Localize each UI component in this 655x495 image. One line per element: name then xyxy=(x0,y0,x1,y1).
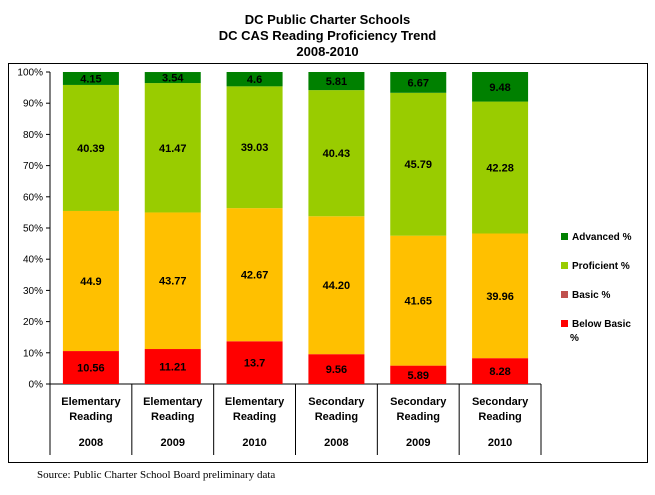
data-label: 10.56 xyxy=(77,363,105,375)
x-category-label: Reading xyxy=(151,411,194,423)
bar-segment-proficient xyxy=(144,83,201,213)
x-category-label: Elementary xyxy=(61,396,121,408)
bar-segment-proficient xyxy=(226,86,283,209)
data-label: 44.9 xyxy=(80,276,101,288)
bar-segment-proficient xyxy=(390,92,447,236)
x-category-label: Secondary xyxy=(390,396,447,408)
data-label: 8.28 xyxy=(489,366,510,378)
x-year-label: 2009 xyxy=(406,437,430,449)
data-label: 40.43 xyxy=(323,148,351,160)
data-label: 43.77 xyxy=(159,276,187,288)
data-label: 42.67 xyxy=(241,270,269,282)
bar-segment-advanced xyxy=(308,72,365,91)
chart-title-line-3: 2008-2010 xyxy=(296,44,359,59)
data-label: 42.28 xyxy=(486,163,514,175)
bar-segment-basic xyxy=(390,235,447,366)
data-label: 5.81 xyxy=(326,76,347,88)
x-year-label: 2008 xyxy=(79,437,103,449)
data-label: 6.67 xyxy=(408,77,429,89)
bar-segment-below-basic xyxy=(226,341,283,384)
legend-label: Below Basic xyxy=(572,319,631,330)
legend-label: Advanced % xyxy=(572,232,632,243)
data-label: 5.89 xyxy=(408,370,429,382)
x-year-label: 2009 xyxy=(161,437,185,449)
bar-segment-basic xyxy=(62,210,119,352)
bar-segment-below-basic xyxy=(390,365,447,384)
data-label: 11.21 xyxy=(159,362,186,374)
x-category-label: Reading xyxy=(397,411,440,423)
legend-swatch xyxy=(561,320,568,327)
legend-swatch xyxy=(561,233,568,240)
chart-title-line-2: DC CAS Reading Proficiency Trend xyxy=(218,28,437,43)
data-label: 4.15 xyxy=(80,73,101,85)
x-category-label: Secondary xyxy=(472,396,529,408)
data-label: 41.47 xyxy=(159,143,187,155)
y-tick-label: 10% xyxy=(23,348,43,359)
bar-segment-below-basic xyxy=(472,358,529,384)
legend-swatch xyxy=(561,262,568,269)
y-tick-label: 100% xyxy=(17,68,43,79)
data-label: 41.65 xyxy=(404,296,432,308)
source-note: Source: Public Charter School Board prel… xyxy=(37,469,276,481)
x-category-label: Reading xyxy=(233,411,276,423)
bar-segment-advanced xyxy=(390,72,447,93)
legend-label: Basic % xyxy=(572,290,610,301)
x-category-label: Elementary xyxy=(143,396,203,408)
bar-segment-below-basic xyxy=(144,349,201,384)
bar-segment-basic xyxy=(472,233,529,359)
bar-segment-below-basic xyxy=(308,354,365,384)
y-tick-label: 60% xyxy=(23,192,43,203)
data-label: 44.20 xyxy=(323,280,351,292)
data-label: 13.7 xyxy=(244,358,265,370)
y-tick-label: 80% xyxy=(23,130,43,141)
x-category-label: Reading xyxy=(478,411,521,423)
x-category-label: Elementary xyxy=(225,396,285,408)
chart-title-line-1: DC Public Charter Schools xyxy=(244,12,411,27)
legend-label: % xyxy=(570,333,579,344)
data-label: 3.54 xyxy=(162,73,184,85)
y-tick-label: 40% xyxy=(23,255,43,266)
data-label: 9.56 xyxy=(326,364,347,376)
bar-segment-proficient xyxy=(62,84,119,211)
bar-segment-advanced xyxy=(62,72,119,85)
x-category-label: Reading xyxy=(69,411,112,423)
x-year-label: 2010 xyxy=(242,437,266,449)
bar-segment-advanced xyxy=(472,72,529,102)
bar-segment-basic xyxy=(144,212,201,350)
y-tick-label: 70% xyxy=(23,161,43,172)
x-year-label: 2008 xyxy=(324,437,348,449)
data-label: 39.03 xyxy=(241,142,269,154)
data-label: 39.96 xyxy=(486,291,514,303)
y-tick-label: 30% xyxy=(23,286,43,297)
bar-segment-basic xyxy=(308,216,365,355)
data-label: 4.6 xyxy=(247,74,262,86)
bar-segment-advanced xyxy=(144,72,201,84)
y-tick-label: 90% xyxy=(23,99,43,110)
legend-label: Proficient % xyxy=(572,261,630,272)
x-category-label: Reading xyxy=(315,411,358,423)
x-category-label: Secondary xyxy=(308,396,365,408)
data-label: 9.48 xyxy=(489,82,510,94)
data-label: 45.79 xyxy=(404,159,432,171)
bar-segment-proficient xyxy=(472,101,529,234)
y-tick-label: 50% xyxy=(23,224,43,235)
y-tick-label: 20% xyxy=(23,317,43,328)
x-year-label: 2010 xyxy=(488,437,512,449)
bar-segment-basic xyxy=(226,208,283,342)
bar-segment-below-basic xyxy=(62,351,119,384)
legend-swatch xyxy=(561,291,568,298)
bar-segment-advanced xyxy=(226,72,283,87)
data-label: 40.39 xyxy=(77,143,105,155)
y-tick-label: 0% xyxy=(29,380,44,391)
bar-segment-proficient xyxy=(308,90,365,217)
